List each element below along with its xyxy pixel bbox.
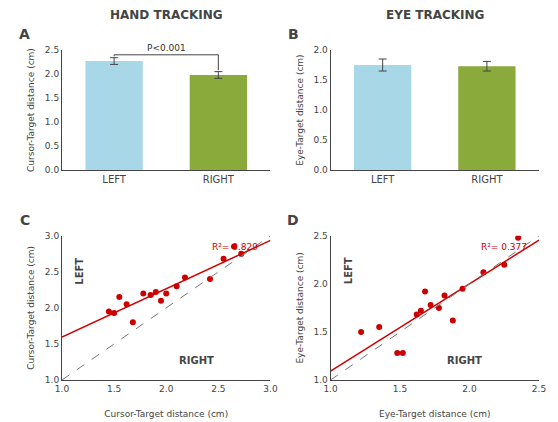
svg-text:R²= 0.377: R²= 0.377 <box>481 242 527 252</box>
svg-text:2.0: 2.0 <box>462 384 477 394</box>
svg-text:RIGHT: RIGHT <box>447 355 482 366</box>
svg-text:C: C <box>20 212 30 228</box>
svg-text:EYE TRACKING: EYE TRACKING <box>386 8 484 22</box>
svg-text:LEFT: LEFT <box>343 257 354 284</box>
svg-text:P<0.001: P<0.001 <box>147 43 186 53</box>
svg-text:1.0: 1.0 <box>55 384 70 394</box>
svg-text:1.0: 1.0 <box>45 375 60 385</box>
svg-text:1.5: 1.5 <box>313 327 327 337</box>
svg-text:R²= 0.829: R²= 0.829 <box>212 242 258 252</box>
svg-text:B: B <box>288 26 299 42</box>
svg-text:0.0: 0.0 <box>45 165 60 175</box>
svg-text:D: D <box>287 212 299 228</box>
svg-text:1.0: 1.0 <box>313 375 328 385</box>
svg-text:Eye-Target distance (cm): Eye-Target distance (cm) <box>295 252 305 363</box>
svg-text:RIGHT: RIGHT <box>179 355 214 366</box>
svg-text:1.5: 1.5 <box>45 339 59 349</box>
svg-text:2.5: 2.5 <box>45 45 59 55</box>
svg-text:1.0: 1.0 <box>45 117 60 127</box>
svg-text:2.5: 2.5 <box>313 231 327 241</box>
svg-text:0.5: 0.5 <box>45 141 59 151</box>
svg-text:1.5: 1.5 <box>393 384 407 394</box>
svg-text:3.0: 3.0 <box>45 231 60 241</box>
svg-text:1.5: 1.5 <box>107 384 121 394</box>
svg-text:LEFT: LEFT <box>74 258 85 285</box>
svg-text:2.5: 2.5 <box>211 384 225 394</box>
svg-text:2.0: 2.0 <box>45 303 60 313</box>
svg-text:2.0: 2.0 <box>45 69 60 79</box>
svg-text:1.5: 1.5 <box>313 75 327 85</box>
svg-text:2.0: 2.0 <box>313 45 328 55</box>
svg-text:RIGHT: RIGHT <box>471 174 503 185</box>
svg-text:0.5: 0.5 <box>313 135 327 145</box>
svg-text:1.5: 1.5 <box>45 93 59 103</box>
svg-text:0.0: 0.0 <box>313 165 328 175</box>
svg-text:RIGHT: RIGHT <box>203 174 235 185</box>
svg-text:3.0: 3.0 <box>263 384 278 394</box>
svg-text:2.0: 2.0 <box>313 279 328 289</box>
svg-text:Eye-Target distance (cm): Eye-Target distance (cm) <box>295 54 305 165</box>
svg-text:2.5: 2.5 <box>532 384 546 394</box>
svg-text:HAND TRACKING: HAND TRACKING <box>110 8 223 22</box>
svg-text:1.0: 1.0 <box>313 105 328 115</box>
svg-text:Cursor-Target distance (cm): Cursor-Target distance (cm) <box>26 246 36 370</box>
svg-text:Eye-Target distance (cm): Eye-Target distance (cm) <box>379 409 490 419</box>
svg-text:A: A <box>19 26 30 42</box>
svg-text:Cursor-Target distance (cm): Cursor-Target distance (cm) <box>104 409 228 419</box>
svg-text:LEFT: LEFT <box>371 174 395 185</box>
svg-text:2.5: 2.5 <box>45 267 59 277</box>
svg-text:LEFT: LEFT <box>102 174 126 185</box>
svg-text:1.0: 1.0 <box>323 384 338 394</box>
svg-text:2.0: 2.0 <box>159 384 174 394</box>
svg-text:Cursor-Target distance (cm): Cursor-Target distance (cm) <box>26 48 36 172</box>
